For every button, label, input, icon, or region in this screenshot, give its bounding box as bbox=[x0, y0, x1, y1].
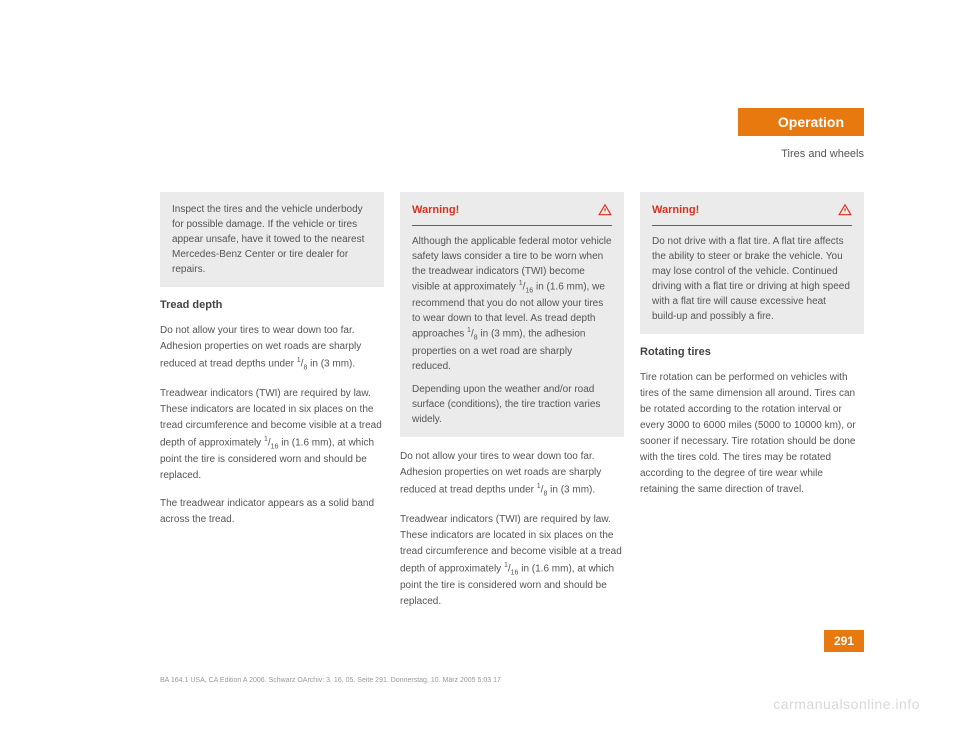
section-subtitle: Tires and wheels bbox=[781, 148, 864, 160]
footer-legal: BA 164.1 USA, CA Edition A 2006. Schwarz… bbox=[160, 677, 501, 684]
tread-depth-heading: Tread depth bbox=[160, 299, 384, 311]
column-2: Warning! Although the applicable federal… bbox=[400, 192, 624, 610]
rotation-heading: Rotating tires bbox=[640, 346, 864, 358]
text-fragment: in (3 mm). bbox=[547, 484, 595, 495]
warning-triangle-icon bbox=[838, 203, 852, 217]
warning-paragraph-1: Although the applicable federal motor ve… bbox=[412, 234, 612, 375]
content-columns: Inspect the tires and the vehicle underb… bbox=[160, 192, 864, 610]
rotation-body: Tire rotation can be performed on vehicl… bbox=[640, 370, 864, 498]
warning-label: Warning! bbox=[412, 202, 459, 219]
warning-header: Warning! bbox=[652, 202, 852, 226]
column-3: Warning! Do not drive with a flat tire. … bbox=[640, 192, 864, 610]
warning-triangle-icon bbox=[598, 203, 612, 217]
tread-body-2: Treadwear indicators (TWI) are required … bbox=[160, 386, 384, 485]
page-number: 291 bbox=[824, 630, 864, 652]
warning-header: Warning! bbox=[412, 202, 612, 226]
warning-paragraph-2: Depending upon the weather and/or road s… bbox=[412, 382, 612, 427]
info-box: Inspect the tires and the vehicle underb… bbox=[160, 192, 384, 287]
text-fragment: in (3 mm). bbox=[307, 358, 355, 369]
tread-body-1: Do not allow your tires to wear down too… bbox=[160, 323, 384, 374]
info-text-2: Treadwear indicators (TWI) are required … bbox=[400, 512, 624, 611]
warning-label: Warning! bbox=[652, 202, 699, 219]
watermark: carmanualsonline.info bbox=[773, 696, 920, 712]
column-1: Inspect the tires and the vehicle underb… bbox=[160, 192, 384, 610]
warning-box: Warning! Although the applicable federal… bbox=[400, 192, 624, 437]
section-tab: Operation bbox=[738, 108, 864, 136]
warning-body: Do not drive with a flat tire. A flat ti… bbox=[652, 234, 852, 324]
tread-body-3: The treadwear indicator appears as a sol… bbox=[160, 496, 384, 528]
info-text-1: Do not allow your tires to wear down too… bbox=[400, 449, 624, 500]
warning-box: Warning! Do not drive with a flat tire. … bbox=[640, 192, 864, 334]
